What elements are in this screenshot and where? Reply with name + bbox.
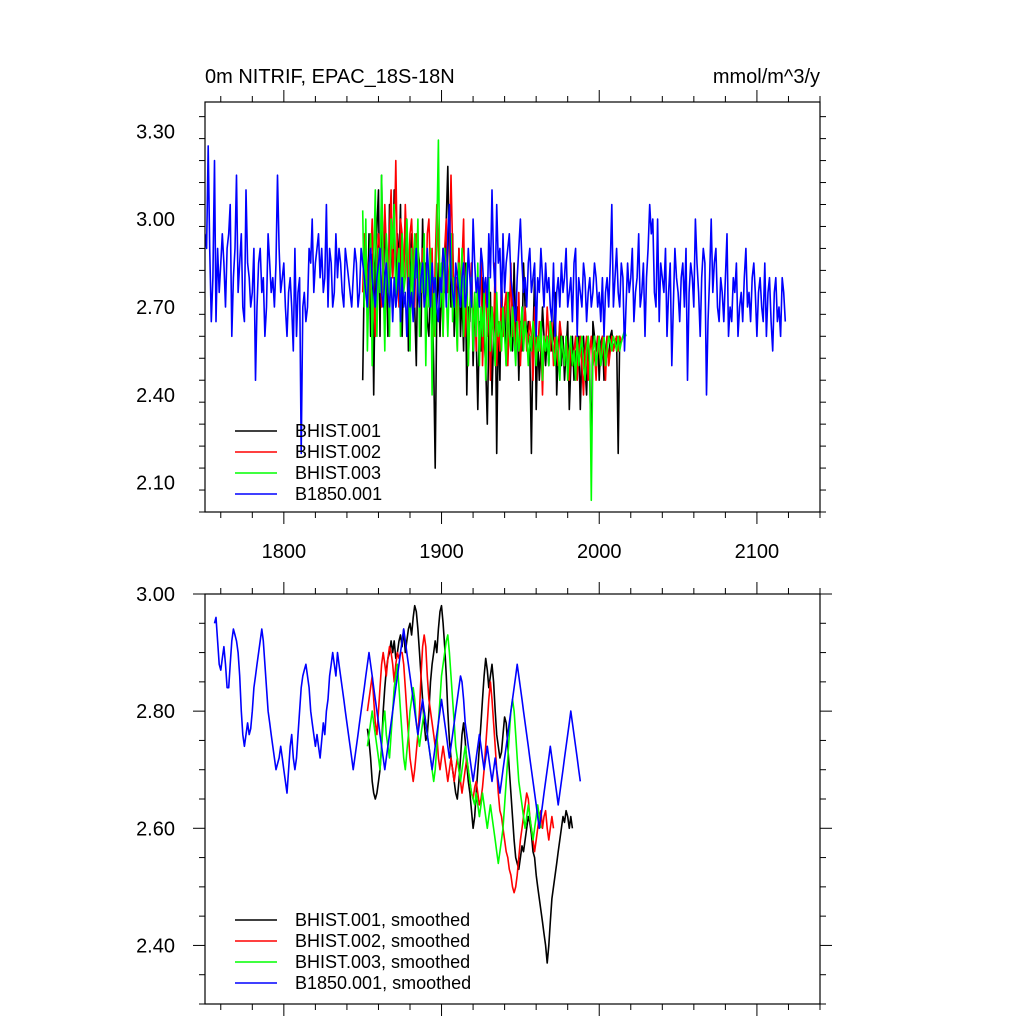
legend-label: B1850.001	[295, 484, 382, 504]
y-tick-label: 3.30	[136, 121, 175, 143]
x-tick-label: 2000	[577, 541, 622, 563]
legend-label: BHIST.003	[295, 463, 381, 483]
y-tick-label: 3.00	[136, 584, 175, 606]
legend-label: BHIST.001, smoothed	[295, 910, 470, 930]
chart-title: 0m NITRIF, EPAC_18S-18N	[205, 66, 455, 88]
plot-frame	[204, 101, 821, 513]
series-group	[213, 604, 582, 964]
x-tick-label: 1900	[419, 541, 464, 563]
legend-label: BHIST.002, smoothed	[295, 931, 470, 951]
chart-units: mmol/m^3/y	[713, 66, 820, 88]
series-line-b1850-001-smoothed	[213, 616, 582, 830]
y-tick-label: 2.40	[136, 385, 175, 407]
x-tick-label: 1800	[262, 541, 307, 563]
legend-label: BHIST.002	[295, 442, 381, 462]
y-tick-label: 2.40	[136, 935, 175, 957]
series-line-bhist-003	[361, 139, 627, 502]
x-tick-label: 2100	[735, 541, 780, 563]
y-tick-label: 2.70	[136, 297, 175, 319]
legend-label: BHIST.001	[295, 421, 381, 441]
y-tick-label: 2.60	[136, 818, 175, 840]
y-tick-label: 3.00	[136, 209, 175, 231]
legend-label: BHIST.003, smoothed	[295, 952, 470, 972]
y-tick-label: 2.80	[136, 701, 175, 723]
y-tick-label: 2.10	[136, 473, 175, 495]
series-line-b1850-001	[205, 145, 787, 455]
legend-label: B1850.001, smoothed	[295, 973, 471, 993]
series-group	[205, 139, 787, 502]
top-panel: 1800 1900 2000 2100 2.10 2.40 2.70 3.00 3.30 0m N…	[136, 66, 826, 563]
